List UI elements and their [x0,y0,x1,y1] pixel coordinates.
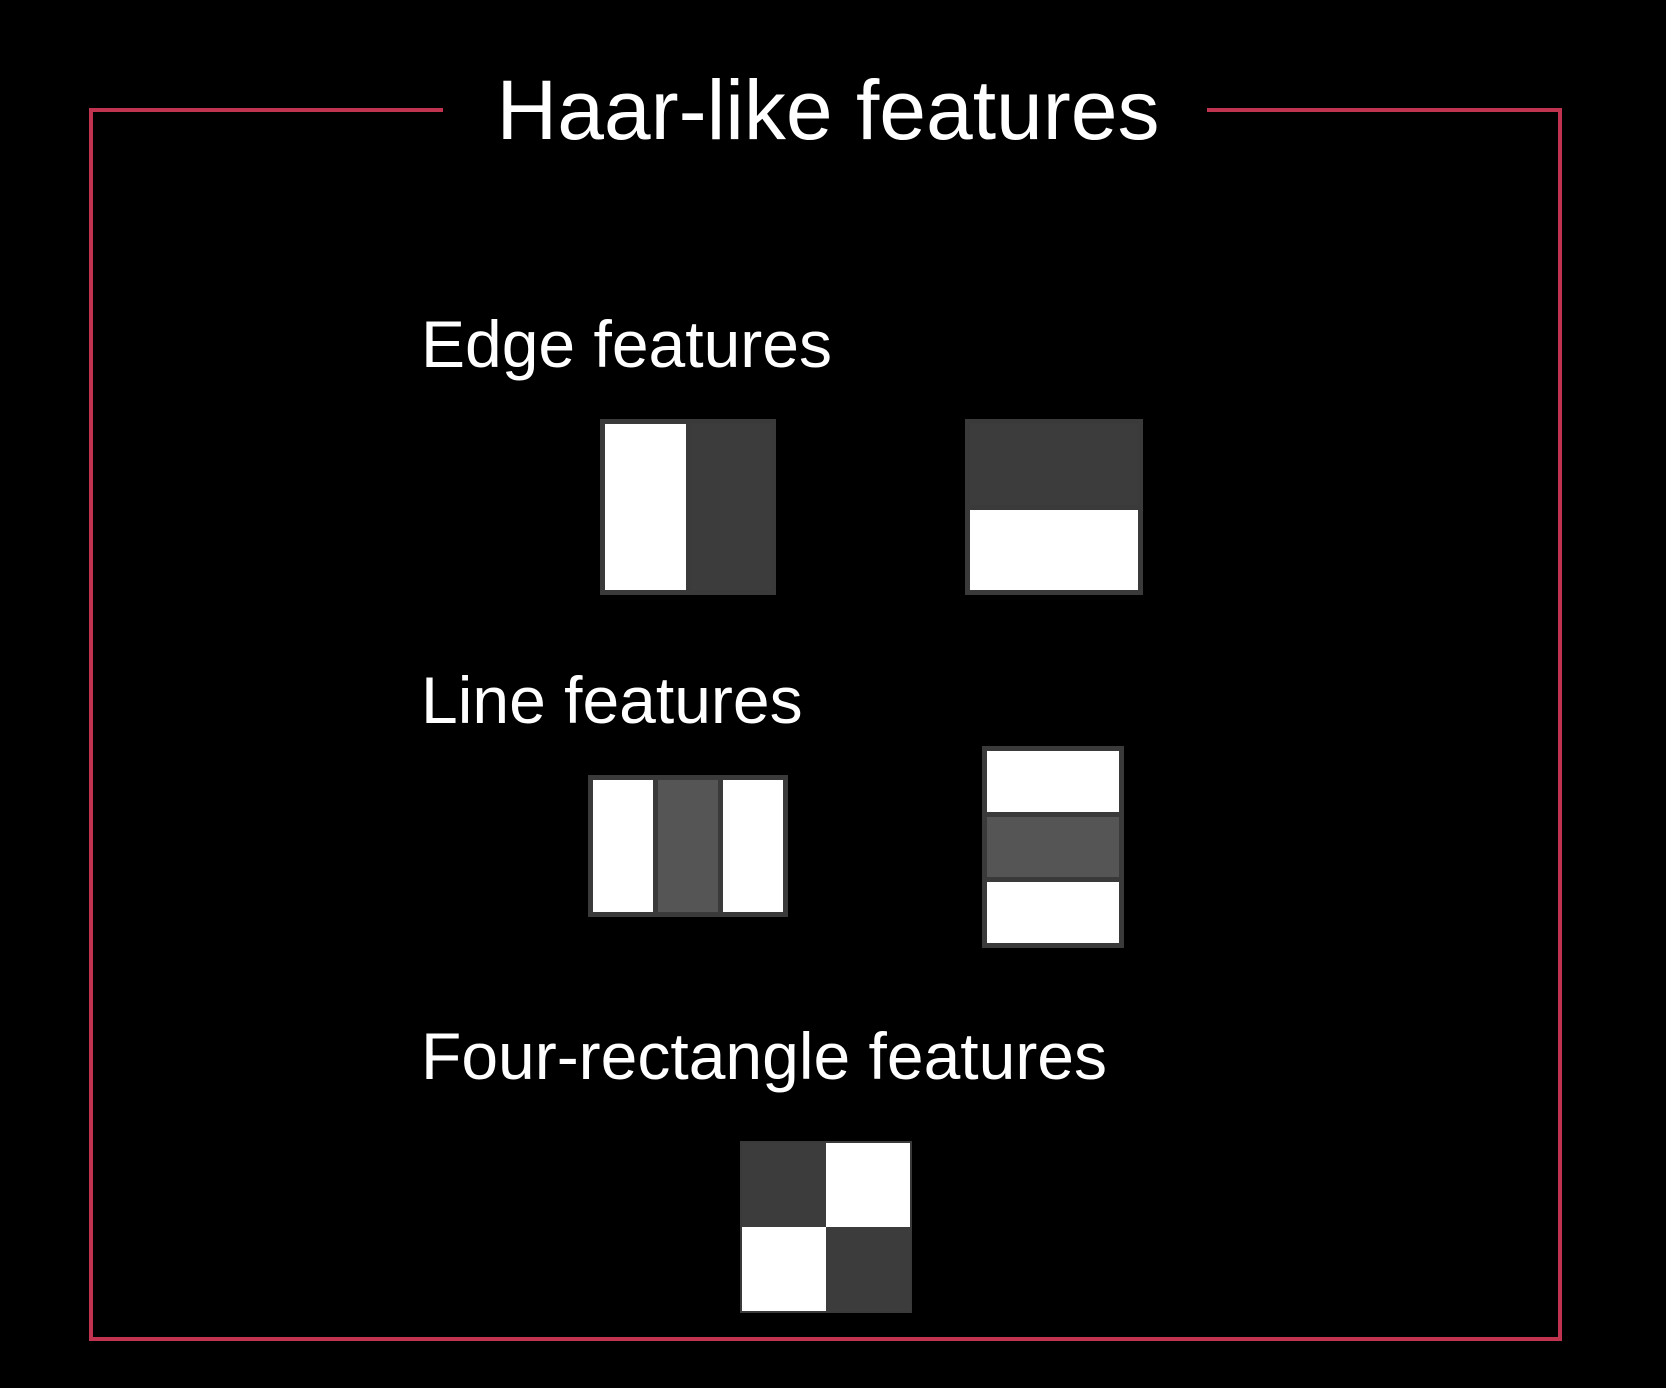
diagram-title-text: Haar-like features [462,58,1194,162]
frame-top-left [89,108,443,112]
feature-cell-white [987,751,1119,812]
frame-left [89,108,93,1341]
feature-cell-white [742,1227,826,1311]
edge-feature-horizontal [965,419,1143,595]
frame-top-right [1207,108,1562,112]
feature-cell-white [605,424,686,590]
feature-cell-dark [690,424,771,590]
feature-cell-white [970,509,1138,590]
line-features-label: Line features [421,663,803,737]
edge-features-label: Edge features [421,307,832,381]
edge-feature-vertical [600,419,776,595]
line-feature-horizontal [982,746,1124,948]
frame-right [1558,108,1562,1341]
feature-cell-white [987,882,1119,943]
feature-cell-mid [658,780,718,912]
four-rectangle-features-label: Four-rectangle features [421,1019,1108,1093]
feature-cell-white [593,780,653,912]
feature-cell-dark [826,1227,910,1311]
feature-cell-white [826,1143,910,1227]
diagram-title: Haar-like features [0,58,1666,162]
feature-cell-dark [742,1143,826,1227]
frame-bottom [89,1337,1562,1341]
feature-cell-white [723,780,783,912]
feature-cell-mid [987,816,1119,878]
feature-cell-dark [970,424,1138,505]
four-rectangle-feature [740,1141,912,1313]
line-feature-vertical [588,775,788,917]
